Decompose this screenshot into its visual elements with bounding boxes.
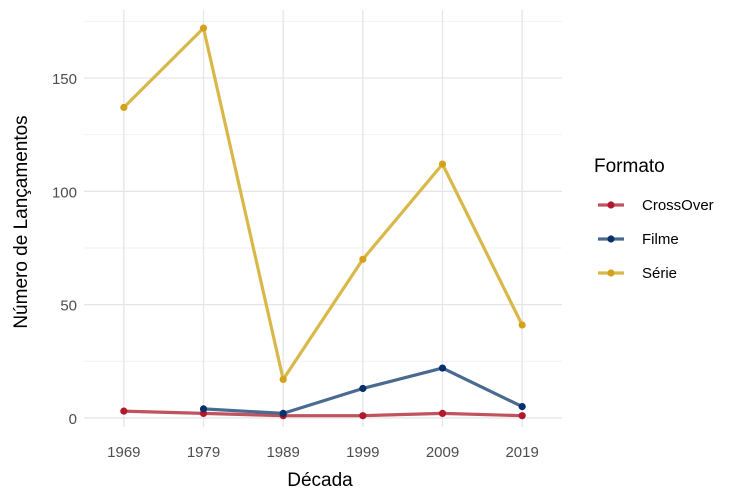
x-tick-label: 1989: [266, 444, 299, 461]
data-point-crossover: [120, 407, 128, 415]
legend-label-serie: Série: [642, 265, 677, 282]
x-tick-label: 2019: [505, 444, 538, 461]
legend-key-point-filme: [607, 235, 615, 243]
data-point-crossover: [359, 412, 367, 420]
data-point-serie: [279, 375, 287, 384]
y-axis-label: Número de Lançamentos: [11, 115, 32, 328]
y-tick-label: 0: [69, 411, 77, 428]
legend-items: CrossOver Filme Série: [598, 197, 714, 282]
x-tick-label: 1999: [346, 444, 379, 461]
data-point-filme: [518, 403, 526, 411]
data-point-serie: [438, 160, 447, 168]
y-tick-label: 50: [60, 298, 77, 315]
data-point-filme: [359, 384, 367, 393]
legend: Formato CrossOver Filme Série: [594, 156, 714, 282]
x-tick-label: 1969: [107, 444, 140, 461]
legend-key-point-serie: [607, 269, 615, 277]
data-point-filme: [438, 364, 447, 372]
series-line-serie: [122, 26, 524, 382]
x-tick-label: 2009: [426, 444, 459, 461]
legend-label-crossover: CrossOver: [642, 197, 714, 214]
data-point-filme: [199, 405, 208, 413]
legend-label-filme: Filme: [642, 231, 679, 248]
major-gridlines: [84, 10, 562, 427]
series-points: [120, 24, 526, 420]
data-point-serie: [199, 24, 208, 32]
data-point-serie: [359, 255, 367, 263]
x-axis-tick-labels: 1969 1979 1989 1999 2009 2019: [107, 444, 539, 461]
x-axis-label: Década: [287, 470, 353, 491]
data-point-serie: [518, 321, 526, 329]
series-line-crossover: [122, 409, 524, 418]
data-point-serie: [120, 103, 128, 112]
y-axis-tick-labels: 0 50 100 150: [52, 71, 77, 428]
data-point-crossover: [438, 409, 447, 418]
y-tick-label: 100: [52, 184, 77, 201]
data-point-filme: [279, 409, 287, 418]
x-tick-label: 1979: [187, 444, 220, 461]
y-tick-label: 150: [52, 71, 77, 88]
legend-key-point-crossover: [607, 201, 615, 209]
legend-title: Formato: [594, 156, 665, 177]
data-point-crossover: [518, 412, 526, 420]
